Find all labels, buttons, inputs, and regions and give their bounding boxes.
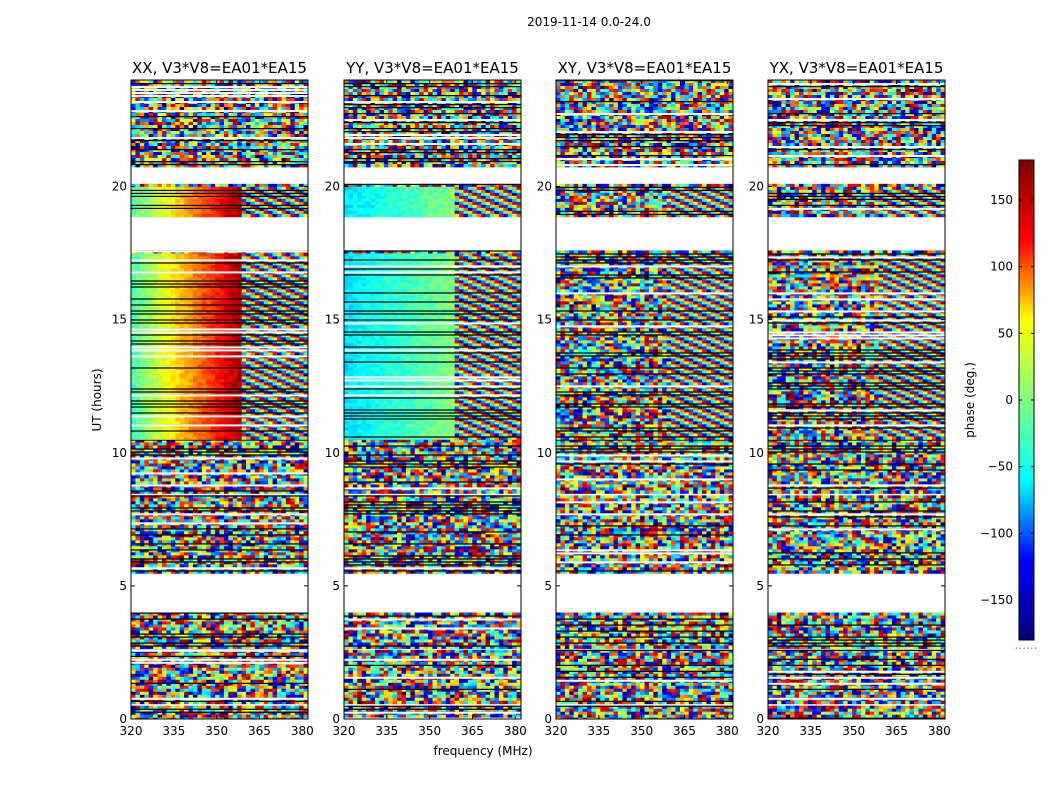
colorbar-tick-label: 150 [990, 193, 1013, 207]
x-tick-label: 335 [799, 724, 822, 738]
y-tick-label: 20 [112, 180, 127, 194]
x-tick-label: 350 [418, 724, 441, 738]
colorbar-tick-label: 50 [998, 326, 1013, 340]
figure-title: 2019-11-14 0.0-24.0 [527, 15, 651, 29]
y-tick-label: 0 [332, 712, 340, 726]
x-tick-label: 350 [630, 724, 653, 738]
y-tick-label: 10 [749, 446, 764, 460]
x-tick-label: 335 [375, 724, 398, 738]
y-tick-label: 0 [756, 712, 764, 726]
phase-heatmap [556, 80, 733, 719]
colorbar-tick-label: 100 [990, 260, 1013, 274]
colorbar-tick-label: 0 [1005, 393, 1013, 407]
panel-yx: YX, V3*V8=EA01*EA15 320 335 350 365 380 0 5 10 15… [749, 59, 951, 738]
phase-heatmap [344, 80, 521, 719]
x-tick-label: 365 [461, 724, 484, 738]
x-tick-label: 380 [291, 724, 314, 738]
x-tick-label: 320 [757, 724, 780, 738]
x-tick-label: 380 [504, 724, 527, 738]
phase-heatmap [131, 80, 308, 719]
y-tick-label: 20 [325, 180, 340, 194]
x-tick-label: 335 [587, 724, 610, 738]
y-tick-label: 5 [119, 579, 127, 593]
panel-title: XY, V3*V8=EA01*EA15 [558, 59, 732, 77]
y-tick-label: 15 [749, 313, 764, 327]
colorbar-label: phase (deg.) [963, 362, 977, 438]
colorbar: 150 100 50 0 −50 −100 −150 [980, 159, 1035, 641]
y-tick-label: 10 [325, 446, 340, 460]
phase-heatmap [768, 80, 945, 719]
y-tick-label: 20 [537, 180, 552, 194]
y-tick-label: 15 [537, 313, 552, 327]
x-axis-label: frequency (MHz) [433, 744, 532, 758]
panel-title: YY, V3*V8=EA01*EA15 [345, 59, 519, 77]
x-tick-label: 320 [333, 724, 356, 738]
x-tick-label: 365 [885, 724, 908, 738]
panels: XX, V3*V8=EA01*EA15 320 335 350 365 380 0 5 10 15… [112, 59, 951, 738]
x-tick-label: 365 [673, 724, 696, 738]
x-tick-label: 335 [162, 724, 185, 738]
panel-xy: XY, V3*V8=EA01*EA15 320 335 350 365 380 0 5 10 15… [537, 59, 739, 738]
x-tick-label: 350 [205, 724, 228, 738]
panel-xx: XX, V3*V8=EA01*EA15 320 335 350 365 380 0 5 10 15… [112, 59, 314, 738]
y-tick-label: 15 [112, 313, 127, 327]
y-tick-label: 10 [537, 446, 552, 460]
y-axis-label: UT (hours) [90, 368, 104, 431]
colorbar-footnote: ...... [1015, 638, 1038, 652]
y-tick-label: 20 [749, 180, 764, 194]
panel-title: YX, V3*V8=EA01*EA15 [769, 59, 944, 77]
panel-yy: YY, V3*V8=EA01*EA15 320 335 350 365 380 0 5 10 15… [325, 59, 527, 738]
y-tick-label: 0 [119, 712, 127, 726]
y-tick-label: 15 [325, 313, 340, 327]
axes-frame [555, 79, 734, 720]
x-tick-label: 350 [842, 724, 865, 738]
colorbar-tick-label: −100 [980, 526, 1013, 540]
x-tick-label: 320 [120, 724, 143, 738]
axes-frame [130, 79, 309, 720]
y-tick-label: 10 [112, 446, 127, 460]
panel-title: XX, V3*V8=EA01*EA15 [132, 59, 307, 77]
x-tick-label: 320 [545, 724, 568, 738]
y-tick-label: 5 [756, 579, 764, 593]
axes-frame [767, 79, 946, 720]
axes-frame [343, 79, 522, 720]
colorbar-tick-label: −50 [988, 460, 1013, 474]
y-tick-label: 5 [544, 579, 552, 593]
colorbar-tick-label: −150 [980, 593, 1013, 607]
x-tick-label: 380 [928, 724, 951, 738]
y-tick-label: 0 [544, 712, 552, 726]
x-tick-label: 365 [248, 724, 271, 738]
y-tick-label: 5 [332, 579, 340, 593]
x-tick-label: 380 [716, 724, 739, 738]
